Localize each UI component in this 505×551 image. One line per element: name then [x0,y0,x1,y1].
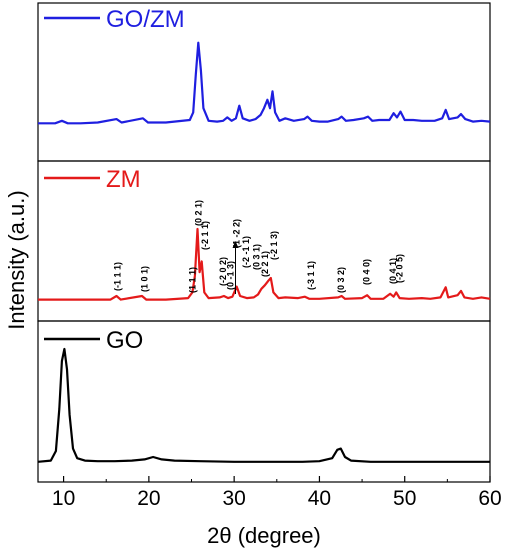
annotation-label: (0 3 2) [336,267,346,293]
annotation-label: (1 0 1) [140,266,150,292]
annotation-label: (-2 0 2) [218,257,228,286]
annotation-label: (0 2 1) [193,200,203,226]
x-tick-label: 60 [478,487,501,510]
x-tick-label: 40 [308,487,331,510]
peak-annotations: (-1 1 1) (1 0 1) (1 1 1) (0 2 1)(-2 1 1) (-2… [112,200,404,293]
x-tick-label: 50 [393,487,416,510]
annotation-label: (0 4 1) [388,258,398,284]
annotation-label: (0 -1 3) [226,261,236,290]
series-line-gozm [38,41,491,125]
legend-label-zm: ZM [106,166,141,193]
panel-frame-go [37,320,491,483]
x-tick-label: 30 [222,487,245,510]
annotation-label: (-2 1 1) [200,221,210,250]
annotation-arrowhead [232,241,239,248]
legend-label-go: GO [106,327,143,354]
y-axis-label: Intensity (a.u.) [4,190,29,329]
annotation-label: (0 4 0) [361,259,371,285]
annotation-label: (1 1 1) [187,267,197,293]
annotation-label: (-2 1 3) [269,231,279,260]
legend-label-gozm: GO/ZM [106,6,185,33]
x-axis-label: 2θ (degree) [207,523,321,548]
series-line-zm [38,227,491,301]
x-tick-label: 10 [52,487,75,510]
series-line-go [37,347,490,463]
x-axis-ticks: 10 20 30 40 50 60 [52,476,502,510]
annotation-label: (-2 -1 1) [241,236,251,268]
annotation-label: (-1 1 1) [112,262,122,291]
annotation-label: (-3 1 1) [306,261,316,290]
x-tick-label: 20 [137,487,160,510]
annotation-label: (1 -2 2) [232,219,242,248]
annotation-label: (2 2 1) [260,251,270,277]
annotation-label: (-2 0 5) [395,254,405,283]
annotation-label: (0 3 1) [251,244,261,270]
